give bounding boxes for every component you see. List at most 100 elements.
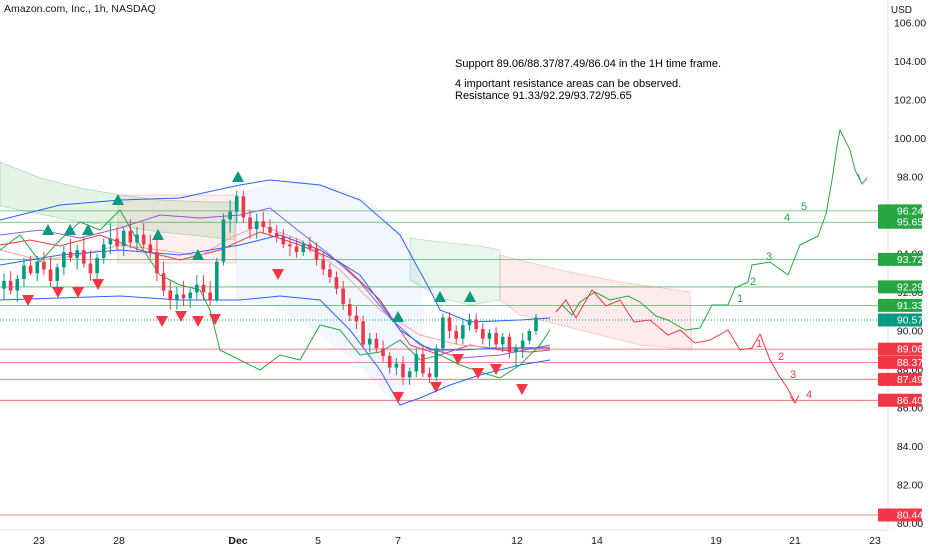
wave-label-red: 1 — [756, 338, 762, 350]
candle-body — [341, 288, 345, 305]
candle-body — [534, 317, 538, 331]
candle-body — [314, 248, 319, 260]
candle-body — [208, 292, 212, 301]
candle-body — [474, 319, 478, 330]
price-label-box — [878, 252, 922, 266]
candle-body — [481, 329, 485, 339]
sell-signal-marker — [490, 364, 502, 375]
candle-body — [155, 252, 159, 274]
y-tick-label: 82.00 — [897, 480, 923, 492]
wave-label-red: 3 — [790, 369, 796, 381]
resistance-intro-annotation: 4 important resistance areas can be obse… — [455, 78, 682, 90]
candle-body — [82, 250, 86, 264]
candle-body — [381, 348, 385, 357]
candle-body — [228, 211, 232, 220]
candle-body — [201, 284, 206, 293]
candle-body — [141, 234, 146, 245]
price-label-box — [878, 342, 922, 356]
candle-body — [101, 244, 106, 258]
candle-body — [401, 363, 405, 378]
x-tick-label: 14 — [591, 535, 603, 547]
buy-signal-marker — [112, 194, 124, 205]
candle-body — [348, 304, 352, 316]
candle-body — [115, 238, 119, 247]
x-tick-label: Dec — [228, 535, 247, 547]
sell-signal-marker — [175, 311, 187, 322]
support-annotation: Support 89.06/88.37/87.49/86.04 in the 1… — [455, 58, 722, 70]
candle-body — [268, 227, 272, 233]
candle-body — [8, 280, 13, 291]
buy-signal-marker — [82, 224, 94, 235]
y-tick-label: 100.00 — [894, 133, 926, 145]
candle-body — [221, 219, 226, 262]
candle-body — [108, 238, 113, 245]
candle-body — [261, 221, 266, 228]
sell-signal-marker — [392, 392, 404, 403]
bb-lower — [0, 295, 551, 406]
candle-body — [175, 294, 179, 301]
buy-signal-marker — [192, 249, 204, 260]
candle-body — [387, 356, 392, 368]
candle-body — [274, 232, 279, 237]
price-axis: 80.0082.0084.0086.0088.0090.0092.0094.00… — [878, 18, 926, 530]
candle-body — [427, 373, 432, 378]
candle-body — [281, 236, 286, 245]
price-label-box — [878, 298, 922, 312]
x-tick-label: 21 — [789, 535, 801, 547]
candle-body — [195, 284, 199, 293]
x-tick-label: 23 — [869, 535, 881, 547]
sell-signal-marker — [52, 287, 64, 298]
candle-body — [15, 279, 20, 291]
buy-signal-marker — [464, 291, 476, 302]
candle-body — [294, 246, 299, 253]
price-label-text: 89.06 — [897, 344, 923, 356]
price-label-box — [878, 313, 922, 327]
candle-body — [394, 363, 399, 368]
candle-body — [168, 290, 173, 301]
candle-body — [487, 332, 492, 339]
time-axis: 23 28 Dec 5 7 12 14 19 21 23 — [33, 535, 881, 547]
candle-body — [234, 196, 239, 212]
candle-body — [441, 317, 445, 349]
candle-body — [241, 196, 246, 218]
candle-body — [328, 269, 332, 278]
buy-signal-marker — [392, 311, 404, 322]
candle-body — [95, 257, 99, 274]
cloud-red-right — [499, 254, 693, 351]
candle-body — [467, 319, 472, 326]
price-label-text: 93.72 — [897, 254, 923, 266]
indicator-lines — [0, 179, 551, 406]
wave-label-red: 2 — [778, 351, 784, 363]
red-line-2 — [0, 224, 551, 349]
x-tick-label: 28 — [113, 535, 125, 547]
sell-signal-marker — [516, 384, 528, 395]
candle-body — [308, 244, 312, 249]
candle-body — [254, 221, 259, 229]
candle-body — [514, 348, 518, 353]
purple-line — [0, 207, 551, 359]
currency-label: USD — [890, 5, 912, 16]
y-tick-label: 84.00 — [897, 441, 923, 453]
y-tick-label: 106.00 — [894, 18, 926, 30]
candle-body — [447, 317, 452, 331]
price-label-text: 95.65 — [897, 217, 923, 229]
candle-body — [354, 315, 359, 322]
sell-signal-marker — [192, 316, 204, 327]
price-label-text: 88.37 — [897, 357, 923, 369]
price-label-box — [878, 215, 922, 229]
price-label-box — [878, 204, 922, 218]
y-tick-label: 104.00 — [894, 56, 926, 68]
candle-body — [28, 265, 33, 274]
bullish-arrow-head — [857, 173, 868, 185]
buy-signal-marker — [434, 291, 446, 302]
candle-body — [75, 250, 79, 258]
price-label-text: 86.40 — [897, 395, 923, 407]
x-tick-label: 12 — [511, 535, 523, 547]
x-tick-label: 19 — [710, 535, 722, 547]
x-tick-label: 23 — [33, 535, 45, 547]
candle-body — [461, 325, 465, 339]
candle-body — [62, 252, 66, 268]
